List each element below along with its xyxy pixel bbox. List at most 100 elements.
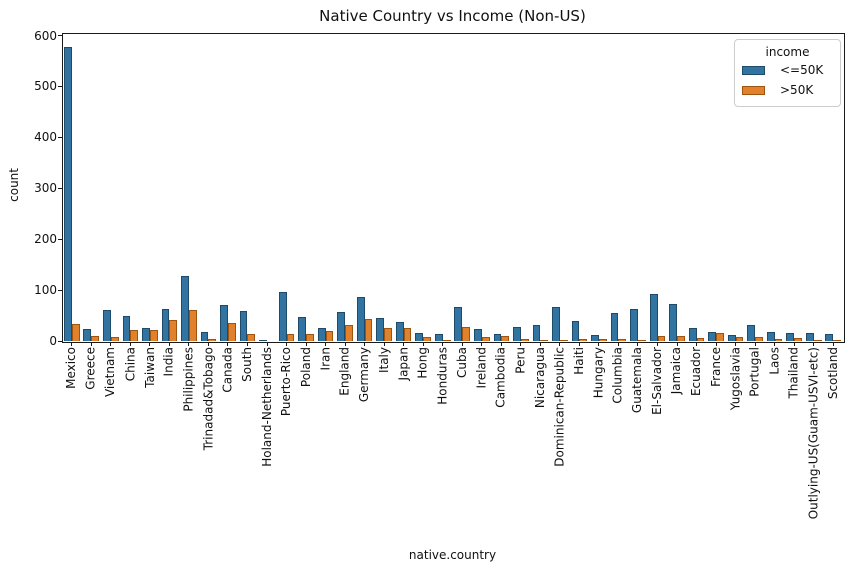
bar (481, 336, 490, 341)
x-tick-mark (266, 342, 268, 346)
x-tick-mark (715, 342, 717, 346)
legend-swatch (742, 85, 765, 95)
bar (755, 337, 763, 341)
x-tick-mark (539, 342, 541, 346)
bar (442, 340, 451, 341)
x-tick-mark (735, 342, 737, 346)
chart-title: Native Country vs Income (Non-US) (319, 7, 586, 25)
x-tick-label: Outlying-US(Guam-USVI-etc) (806, 347, 821, 520)
x-tick-label: Holand-Netherlands (259, 347, 274, 467)
x-tick-label: Canada (220, 347, 235, 393)
bar (247, 333, 256, 341)
bar (649, 294, 658, 341)
bar (813, 340, 822, 341)
x-tick-mark (598, 342, 600, 346)
x-tick-mark (71, 342, 73, 346)
bar (325, 330, 334, 341)
legend-entry: <=50K (735, 60, 840, 80)
bar (513, 326, 521, 341)
y-axis-label: count (7, 168, 21, 202)
x-tick-label: Mexico (64, 347, 79, 389)
bar (130, 329, 139, 341)
x-tick-label: Germany (357, 347, 372, 403)
x-tick-label: France (708, 347, 723, 387)
bar (696, 338, 705, 341)
bar (298, 316, 307, 341)
bar (805, 332, 814, 341)
bar (825, 334, 834, 341)
x-tick-label: Taiwan (142, 347, 157, 388)
x-tick-mark (422, 342, 424, 346)
y-tick-label: 400 (34, 130, 57, 145)
x-tick-mark (832, 342, 834, 346)
x-tick-mark (559, 342, 561, 346)
x-tick-label: China (122, 347, 137, 382)
x-tick-mark (696, 342, 698, 346)
y-tick-label: 0 (49, 334, 57, 348)
x-tick-mark (188, 342, 190, 346)
x-tick-label: Italy (376, 347, 391, 374)
x-tick-label: El-Salvador (650, 347, 665, 415)
x-tick-mark (129, 342, 131, 346)
bar (520, 339, 529, 341)
legend-title: income (765, 45, 810, 59)
bar (559, 339, 568, 341)
bar (716, 332, 724, 341)
bar (415, 332, 424, 341)
x-tick-mark (461, 342, 463, 346)
x-tick-mark (813, 342, 815, 346)
bar (677, 335, 685, 341)
y-tick-label: 100 (34, 283, 57, 298)
bar (794, 338, 802, 341)
legend-label: <=50K (780, 63, 824, 77)
bar (657, 335, 666, 341)
bar (532, 324, 541, 341)
bar (317, 327, 326, 341)
x-tick-mark (246, 342, 248, 346)
legend: income <=50K >50K (734, 39, 841, 107)
x-tick-label: Japan (396, 347, 411, 381)
x-tick-mark (110, 342, 112, 346)
bar (454, 306, 463, 341)
y-tick-label: 600 (34, 28, 57, 43)
bar (571, 320, 580, 341)
x-tick-label: Laos (767, 347, 782, 375)
bar (735, 336, 744, 341)
bar (747, 324, 756, 341)
bar (83, 329, 92, 341)
bar (71, 324, 80, 341)
x-tick-mark (207, 342, 209, 346)
x-tick-label: Iran (318, 347, 333, 371)
bar (306, 334, 314, 341)
bar (637, 339, 646, 341)
y-tick-label: 500 (34, 79, 57, 94)
bar (364, 318, 373, 341)
x-tick-label: Greece (83, 347, 98, 390)
x-tick-mark (637, 342, 639, 346)
bar (161, 309, 170, 341)
x-tick-label: Ireland (474, 347, 489, 389)
bar (149, 330, 158, 341)
bar (766, 331, 775, 341)
bar (103, 310, 111, 341)
bar (181, 275, 189, 341)
bar (786, 332, 795, 341)
bar (552, 306, 560, 341)
bar (188, 309, 197, 341)
x-tick-label: Cambodia (493, 347, 508, 408)
bar (403, 327, 412, 341)
x-tick-mark (676, 342, 678, 346)
bar (598, 339, 607, 341)
x-tick-mark (364, 342, 366, 346)
y-tick-mark (58, 35, 62, 37)
bar (376, 317, 385, 341)
bar (708, 331, 717, 341)
y-tick-mark (58, 187, 62, 189)
bar (200, 331, 209, 341)
bar (618, 339, 627, 341)
x-tick-label: South (240, 347, 254, 382)
x-tick-label: Hungary (591, 347, 606, 399)
x-tick-mark (149, 342, 151, 346)
y-tick-mark (58, 136, 62, 138)
